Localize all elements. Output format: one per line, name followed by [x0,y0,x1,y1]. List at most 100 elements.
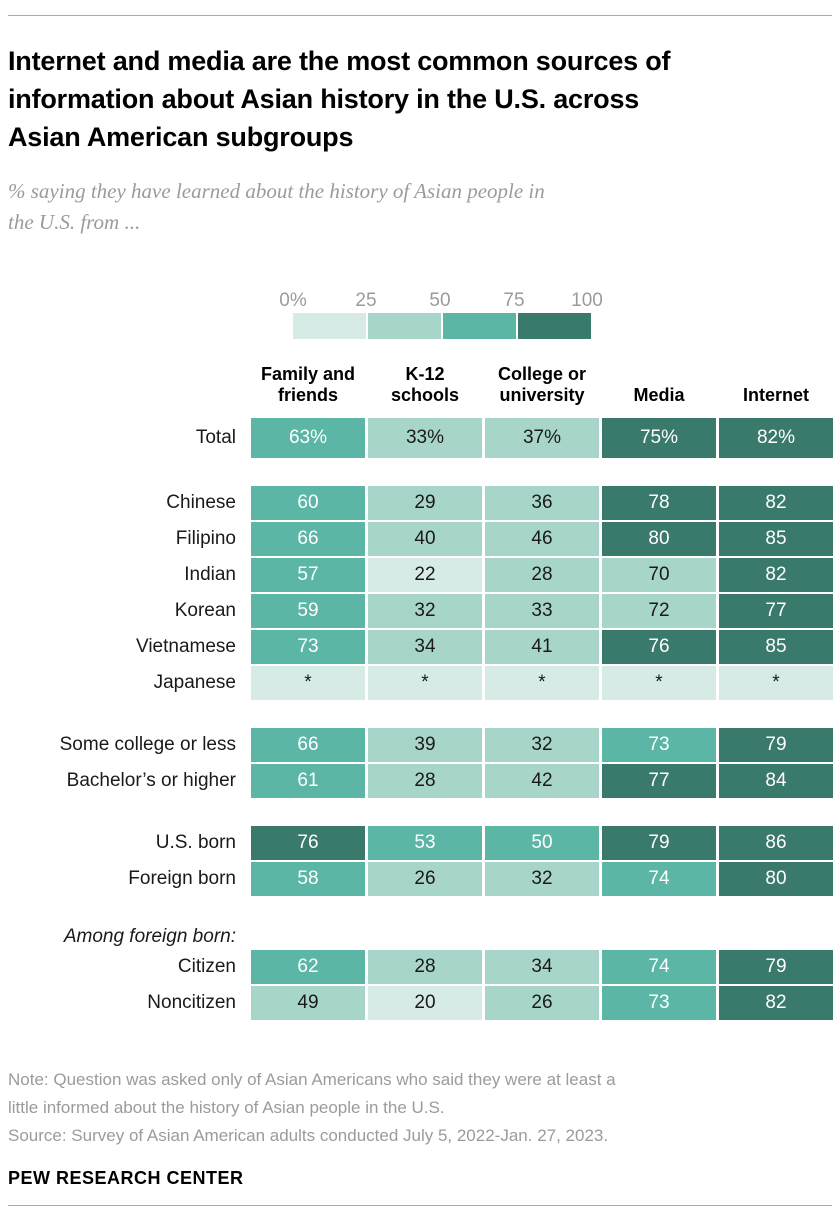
heat-cell: 79 [719,728,833,762]
heat-cell: 77 [602,764,716,798]
row-label: Indian [184,564,236,585]
heat-cell: 82 [719,486,833,520]
heat-cell: 42 [485,764,599,798]
row-group: U.S. born 76 53 50 79 86 Foreign born 58 26 32 74 8… [8,826,833,896]
heat-cell: 26 [368,862,482,896]
table-body: Total 63% 33% 37% 75% 82% Chinese 60 29 36 78 82 Fil… [8,418,833,1020]
row-label: Some college or less [59,734,236,755]
heat-cell: 75% [602,418,716,458]
column-header-row: Family and friends K-12 schools College … [8,364,832,406]
heat-cell: 57 [251,558,365,592]
heat-cell: 80 [602,522,716,556]
column-header-college-university: College or university [497,364,586,405]
row-group: Among foreign born: Citizen 62 28 34 74 79 Nonc… [8,924,833,1020]
heat-cell: 79 [719,950,833,984]
legend-swatch-strip [293,313,591,339]
heat-cell: * [719,666,833,700]
heat-cell: 85 [719,522,833,556]
heat-cell: 82 [719,986,833,1020]
heat-cell: 53 [368,826,482,860]
page-subtitle: % saying they have learned about the his… [8,179,545,234]
heat-cell: 34 [368,630,482,664]
table-row: Indian 57 22 28 70 82 [8,558,833,592]
heat-cell: 77 [719,594,833,628]
heat-cell: 34 [485,950,599,984]
heat-cell: 73 [602,728,716,762]
row-label: Total [195,427,236,448]
heat-cell: 26 [485,986,599,1020]
legend-swatch [293,313,366,339]
legend-tick: 0% [279,290,307,311]
heat-cell: 70 [602,558,716,592]
row-label: Noncitizen [147,992,236,1013]
top-rule [8,15,832,16]
column-header-k12-schools: K-12 schools [390,364,460,405]
heat-cell: * [368,666,482,700]
table-row: Chinese 60 29 36 78 82 [8,486,833,520]
heat-cell: 29 [368,486,482,520]
table-row: Japanese * * * * * [8,666,833,700]
legend-swatch [443,313,516,339]
row-label: U.S. born [155,832,236,853]
heat-cell: * [251,666,365,700]
heat-cell: 46 [485,522,599,556]
column-header-family-friends: Family and friends [260,364,356,405]
heat-cell: 62 [251,950,365,984]
legend-swatch [518,313,591,339]
row-label: Japanese [153,672,236,693]
row-label: Korean [174,600,236,621]
table-row: Citizen 62 28 34 74 79 [8,950,833,984]
heat-cell: 20 [368,986,482,1020]
heat-cell: 84 [719,764,833,798]
heat-cell: 78 [602,486,716,520]
table-row: Filipino 66 40 46 80 85 [8,522,833,556]
legend-tick: 50 [429,290,451,311]
table-row: U.S. born 76 53 50 79 86 [8,826,833,860]
heat-cell: 82% [719,418,833,458]
group-note-among-foreign-born: Among foreign born: [63,926,236,947]
heat-cell: * [485,666,599,700]
heat-cell: 32 [485,728,599,762]
table-row: Bachelor’s or higher 61 28 42 77 84 [8,764,833,798]
row-group: Chinese 60 29 36 78 82 Filipino 66 40 46 80 85 India… [8,486,833,700]
heat-cell: 85 [719,630,833,664]
heat-cell: 63% [251,418,365,458]
legend-tick: 100 [571,290,603,311]
heat-cell: 73 [251,630,365,664]
heat-cell: 58 [251,862,365,896]
heat-cell: 59 [251,594,365,628]
heat-cell: 72 [602,594,716,628]
heat-cell: 22 [368,558,482,592]
table-row: Foreign born 58 26 32 74 80 [8,862,833,896]
row-group: Some college or less 66 39 32 73 79 Bachelor’s… [8,728,833,798]
heat-cell: 74 [602,862,716,896]
row-label: Foreign born [128,868,236,889]
heat-cell: 74 [602,950,716,984]
heat-cell: * [602,666,716,700]
brand-footer: PEW RESEARCH CENTER [8,1168,244,1188]
legend-swatch [368,313,441,339]
heat-cell: 86 [719,826,833,860]
row-label: Bachelor’s or higher [66,770,236,791]
heat-cell: 61 [251,764,365,798]
table-row: Total 63% 33% 37% 75% 82% [8,418,833,458]
heat-cell: 76 [602,630,716,664]
column-header-media: Media [633,385,685,405]
table-row: Noncitizen 49 20 26 73 82 [8,986,833,1020]
heat-cell: 32 [485,862,599,896]
row-label: Chinese [166,492,236,513]
row-label: Filipino [175,528,236,549]
heat-cell: 76 [251,826,365,860]
heat-cell: 36 [485,486,599,520]
heat-cell: 33% [368,418,482,458]
color-scale-legend: 0% 25 50 75 100 [8,290,832,340]
table-row: Korean 59 32 33 72 77 [8,594,833,628]
page-title: Internet and media are the most common s… [8,46,671,152]
heat-cell: 80 [719,862,833,896]
heat-cell: 66 [251,522,365,556]
heat-cell: 40 [368,522,482,556]
heat-cell: 66 [251,728,365,762]
column-header-internet: Internet [742,385,809,405]
heat-cell: 28 [485,558,599,592]
